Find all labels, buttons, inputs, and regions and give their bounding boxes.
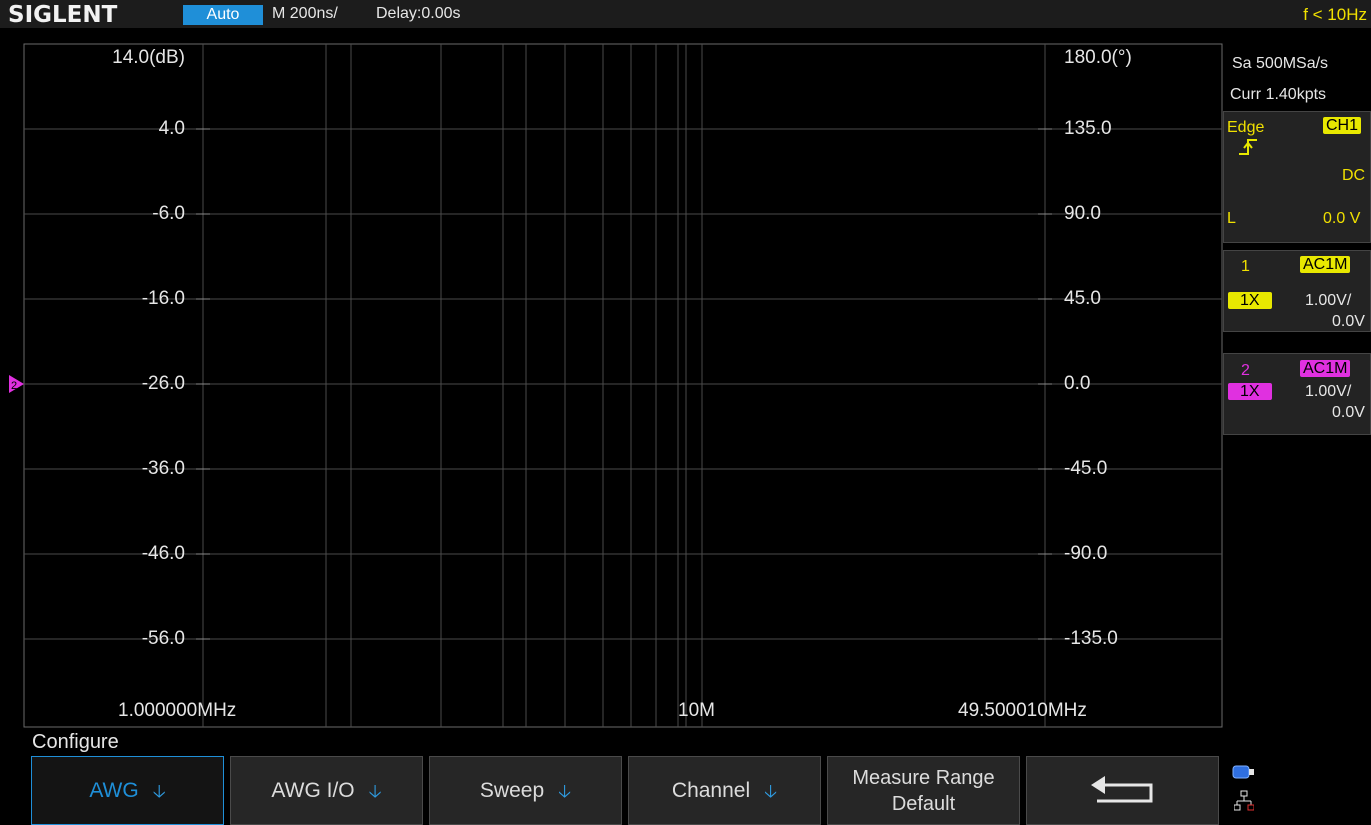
chevron-down-icon: 🡣: [152, 780, 166, 801]
delay-readout[interactable]: Delay:0.00s: [376, 5, 461, 22]
chevron-down-icon: 🡣: [558, 780, 572, 801]
phase-tick: -45.0: [1064, 458, 1108, 479]
channel-2-marker-label: 2: [11, 380, 17, 392]
frequency-mid-label: 10M: [678, 700, 715, 721]
return-arrow-icon: [1090, 775, 1152, 802]
channel-1-number: 1: [1241, 258, 1250, 275]
network-icon: [1233, 790, 1255, 817]
measure-range-label: Measure Range: [852, 766, 995, 789]
phase-tick: 0.0: [1064, 373, 1091, 394]
frequency-start-label: 1.000000MHz: [118, 700, 237, 721]
trigger-level-value: 0.0 V: [1323, 210, 1361, 227]
phase-axis-unit: 180.0(°): [1064, 47, 1132, 68]
frequency-end-label: 49.500010MHz: [958, 700, 1087, 721]
channel-1-offset: 0.0V: [1332, 313, 1365, 330]
phase-tick: -135.0: [1064, 628, 1118, 649]
magnitude-tick: -36.0: [141, 458, 185, 479]
channel-2-offset-marker[interactable]: [9, 375, 24, 393]
trigger-coupling: DC: [1342, 167, 1366, 184]
channel-2-offset: 0.0V: [1332, 404, 1365, 421]
usb-icon: [1232, 765, 1256, 784]
bode-plot-grid: 2: [9, 43, 1223, 728]
awg-softkey[interactable]: AWG 🡣: [31, 756, 224, 825]
phase-tick: 90.0: [1064, 203, 1101, 224]
channel-softkey-label: Channel: [671, 778, 751, 802]
magnitude-tick: -6.0: [152, 203, 185, 224]
awg-io-softkey-label: AWG I/O: [271, 778, 355, 802]
measure-range-softkey[interactable]: Measure Range Default: [827, 756, 1020, 825]
magnitude-tick: -46.0: [141, 543, 185, 564]
phase-tick: 45.0: [1064, 288, 1101, 309]
timebase-readout[interactable]: M 200ns/: [272, 5, 338, 22]
sweep-softkey-label: Sweep: [479, 778, 545, 802]
brand-logo: SIGLENT: [8, 2, 118, 28]
menu-title: Configure: [32, 731, 119, 753]
magnitude-tick: -26.0: [141, 373, 185, 394]
phase-tick: -90.0: [1064, 543, 1108, 564]
measure-range-value: Default: [891, 792, 956, 815]
channel-2-scale: 1.00V/: [1305, 383, 1352, 400]
sweep-softkey[interactable]: Sweep 🡣: [429, 756, 622, 825]
sample-rate-readout: Sa 500MSa/s: [1232, 55, 1329, 72]
trigger-source-badge: CH1: [1323, 117, 1362, 135]
awg-io-softkey[interactable]: AWG I/O 🡣: [230, 756, 423, 825]
channel-2-coupling: AC1M: [1300, 360, 1351, 378]
channel-softkey[interactable]: Channel 🡣: [628, 756, 821, 825]
channel-2-number: 2: [1241, 362, 1250, 379]
memory-depth-readout: Curr 1.40kpts: [1230, 86, 1327, 103]
trigger-mode-badge[interactable]: Auto: [183, 5, 263, 25]
trigger-type: Edge: [1227, 119, 1265, 136]
rising-edge-icon: [1237, 136, 1259, 163]
channel-2-probe: 1X: [1228, 383, 1272, 401]
chevron-down-icon: 🡣: [764, 780, 778, 801]
phase-tick: 135.0: [1064, 118, 1112, 139]
return-softkey[interactable]: [1026, 756, 1219, 825]
magnitude-axis-unit: 14.0(dB): [112, 47, 185, 68]
trigger-frequency-readout: f < 10Hz: [1303, 5, 1367, 24]
channel-1-coupling: AC1M: [1300, 256, 1351, 274]
awg-softkey-label: AWG: [89, 778, 139, 802]
trigger-level-label: L: [1227, 210, 1236, 227]
channel-1-probe: 1X: [1228, 292, 1272, 310]
chevron-down-icon: 🡣: [368, 780, 382, 801]
magnitude-tick: 4.0: [158, 118, 185, 139]
channel-1-scale: 1.00V/: [1305, 292, 1352, 309]
magnitude-tick: -56.0: [141, 628, 185, 649]
magnitude-tick: -16.0: [141, 288, 185, 309]
